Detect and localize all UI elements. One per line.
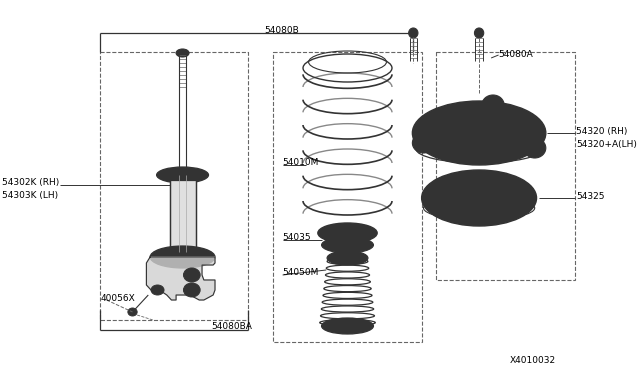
Text: 54320 (RH): 54320 (RH) bbox=[577, 127, 628, 136]
Text: 40056X: 40056X bbox=[100, 294, 135, 303]
Bar bbox=[436, 52, 575, 280]
Ellipse shape bbox=[530, 144, 540, 152]
Ellipse shape bbox=[412, 101, 546, 165]
Ellipse shape bbox=[453, 112, 505, 144]
Ellipse shape bbox=[436, 177, 522, 219]
Polygon shape bbox=[147, 257, 215, 300]
Ellipse shape bbox=[412, 133, 435, 153]
Ellipse shape bbox=[463, 188, 496, 208]
Ellipse shape bbox=[184, 268, 200, 282]
Ellipse shape bbox=[151, 285, 164, 295]
Ellipse shape bbox=[340, 254, 355, 262]
Text: 54010M: 54010M bbox=[283, 158, 319, 167]
Ellipse shape bbox=[327, 251, 368, 265]
Ellipse shape bbox=[170, 170, 196, 180]
Ellipse shape bbox=[474, 28, 484, 38]
Text: 54035: 54035 bbox=[283, 233, 311, 242]
Text: 54080B: 54080B bbox=[264, 26, 299, 35]
Ellipse shape bbox=[179, 51, 186, 55]
Ellipse shape bbox=[184, 283, 200, 297]
Ellipse shape bbox=[321, 237, 374, 253]
Ellipse shape bbox=[451, 182, 507, 214]
Ellipse shape bbox=[482, 95, 504, 115]
Ellipse shape bbox=[338, 229, 356, 237]
Ellipse shape bbox=[409, 28, 418, 38]
Ellipse shape bbox=[188, 272, 196, 278]
Ellipse shape bbox=[150, 246, 215, 268]
Text: 54080BA: 54080BA bbox=[211, 322, 252, 331]
Ellipse shape bbox=[170, 252, 196, 262]
Bar bbox=[100, 52, 248, 320]
Ellipse shape bbox=[470, 127, 488, 139]
Ellipse shape bbox=[188, 287, 196, 293]
Text: 54303K (LH): 54303K (LH) bbox=[2, 191, 58, 200]
Bar bbox=[170, 180, 196, 252]
Text: X4010032: X4010032 bbox=[509, 356, 556, 365]
Bar bbox=[273, 52, 422, 342]
Ellipse shape bbox=[488, 101, 498, 109]
Ellipse shape bbox=[333, 240, 362, 250]
Text: 54320+A(LH): 54320+A(LH) bbox=[577, 140, 637, 149]
Ellipse shape bbox=[524, 138, 546, 158]
Ellipse shape bbox=[157, 167, 209, 183]
Ellipse shape bbox=[166, 247, 199, 257]
Ellipse shape bbox=[463, 120, 496, 140]
Text: 54325: 54325 bbox=[577, 192, 605, 201]
Ellipse shape bbox=[329, 226, 366, 240]
Ellipse shape bbox=[422, 170, 536, 226]
Ellipse shape bbox=[472, 193, 486, 203]
Text: 54302K (RH): 54302K (RH) bbox=[2, 178, 59, 187]
Ellipse shape bbox=[419, 139, 428, 147]
Ellipse shape bbox=[321, 318, 374, 334]
Ellipse shape bbox=[128, 308, 137, 316]
Text: 54050M: 54050M bbox=[283, 268, 319, 277]
Ellipse shape bbox=[428, 103, 530, 147]
Ellipse shape bbox=[344, 250, 351, 256]
Ellipse shape bbox=[176, 49, 189, 57]
Ellipse shape bbox=[318, 223, 377, 243]
Text: 54080A: 54080A bbox=[499, 50, 533, 59]
Ellipse shape bbox=[155, 288, 160, 292]
